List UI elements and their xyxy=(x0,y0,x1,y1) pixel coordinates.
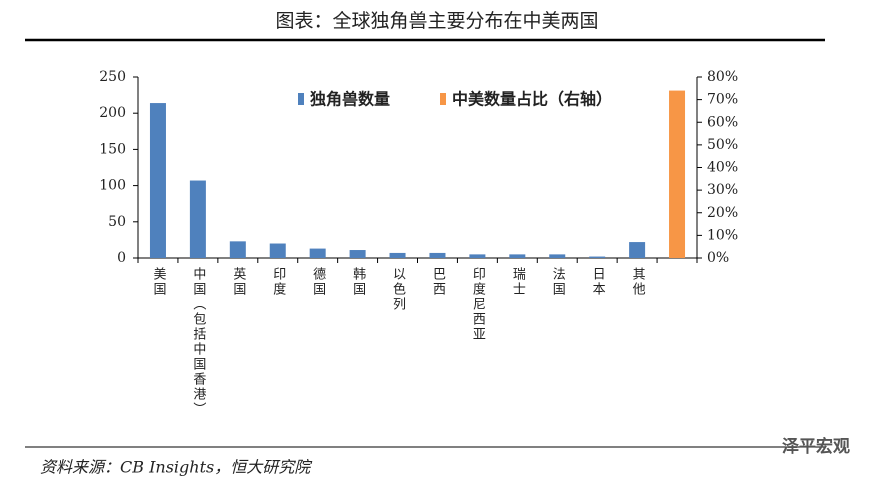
y2-tick-label: 70% xyxy=(707,92,738,108)
x-tick-label: 巴西 xyxy=(430,267,446,297)
y2-tick-label: 50% xyxy=(707,137,738,153)
x-tick-label: 美国 xyxy=(150,267,166,297)
bar xyxy=(349,250,366,258)
x-tick-label: 法国 xyxy=(550,267,566,297)
y2-tick-label: 60% xyxy=(707,114,738,130)
y2-tick-label: 80% xyxy=(707,69,738,85)
bar xyxy=(469,254,486,258)
y-tick-label: 250 xyxy=(99,69,126,85)
x-tick-label: 韩国 xyxy=(350,267,366,297)
bar xyxy=(309,248,326,258)
y-tick-label: 200 xyxy=(99,105,126,121)
legend-swatch xyxy=(298,93,304,105)
x-tick-label: 德国 xyxy=(310,267,326,297)
source: 资料来源：CB Insights，恒大研究院 xyxy=(40,458,313,477)
legend-label: 中美数量占比（右轴） xyxy=(452,90,612,109)
bar xyxy=(549,254,566,258)
x-tick-label: 其他 xyxy=(630,267,646,297)
x-tick-label: 日本 xyxy=(590,267,606,297)
x-tick-label: 以色列 xyxy=(390,267,406,312)
bar xyxy=(629,242,646,258)
y2-tick-label: 0% xyxy=(707,250,729,266)
x-tick-label: 英国 xyxy=(230,267,246,297)
bar xyxy=(509,254,526,258)
y2-tick-label: 20% xyxy=(707,205,738,221)
x-tick-label: 印度 xyxy=(270,267,286,297)
legend-swatch xyxy=(440,93,446,105)
x-tick-label: 印度尼西亚 xyxy=(470,267,486,342)
bar xyxy=(229,241,246,258)
y-tick-label: 100 xyxy=(99,178,126,194)
bar xyxy=(149,103,166,259)
y2-tick-label: 30% xyxy=(707,182,738,198)
chart-title: 图表：全球独角兽主要分布在中美两国 xyxy=(275,10,598,32)
watermark: 泽平宏观 xyxy=(782,436,850,457)
y-tick-label: 150 xyxy=(99,141,126,157)
bar xyxy=(589,256,606,258)
x-tick-label: 中国（包括中国香港） xyxy=(190,267,206,417)
y2-tick-label: 40% xyxy=(707,160,738,176)
y-tick-label: 50 xyxy=(108,214,126,230)
bar xyxy=(429,252,446,258)
bar xyxy=(269,243,286,258)
bar xyxy=(189,180,206,258)
x-tick-label: 瑞士 xyxy=(510,267,526,297)
y-tick-label: 0 xyxy=(117,250,126,266)
bar xyxy=(389,252,406,258)
legend-label: 独角兽数量 xyxy=(310,90,390,109)
bar xyxy=(669,90,686,258)
y2-tick-label: 10% xyxy=(707,227,738,243)
